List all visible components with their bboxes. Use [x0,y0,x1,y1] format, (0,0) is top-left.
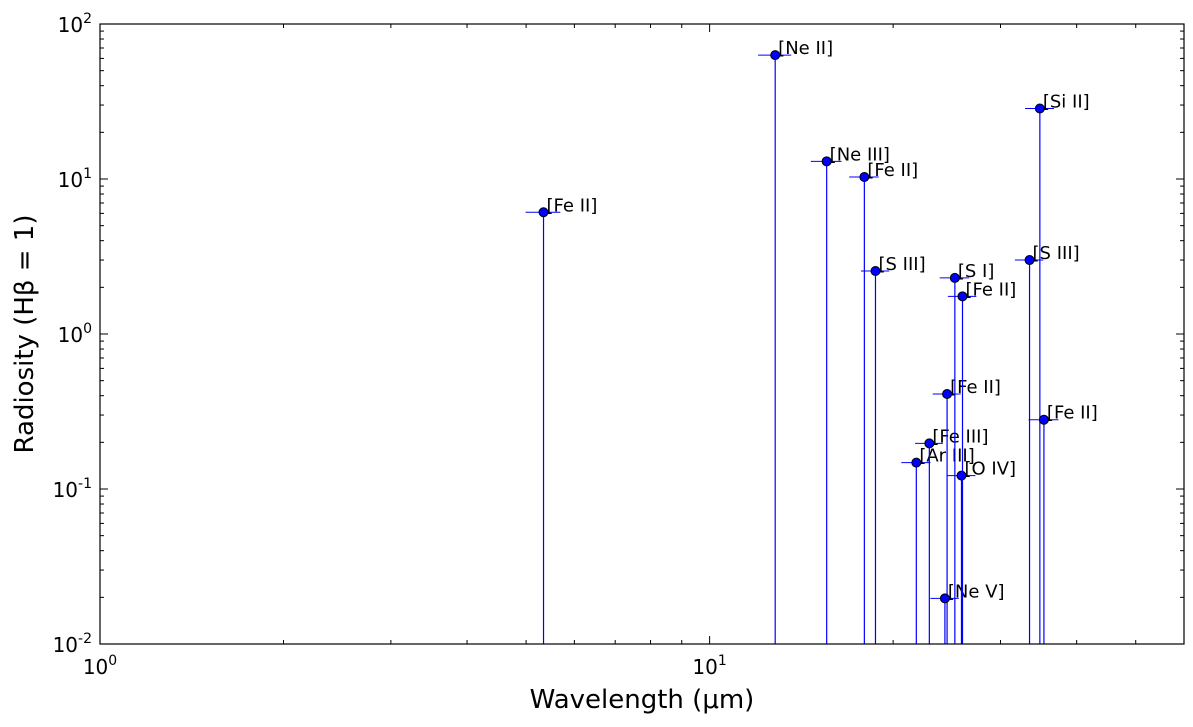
point-label: [Fe II] [1047,403,1098,424]
point-label: [Fe II] [867,160,918,181]
y-tick-label: 102 [58,11,92,37]
point-label: [S I] [958,261,995,282]
data-point [942,389,953,400]
axis-ticks: 100 101 10-2 10-1 100 101 102 [53,11,1185,679]
y-tick-label: 10-2 [53,631,92,657]
point-label: [Fe II] [547,195,598,216]
point-label: [Fe II] [950,377,1001,398]
point-label: [Ne V] [948,581,1005,602]
data-point [949,272,960,283]
plot-frame [99,23,1185,645]
data-point [1034,103,1045,114]
data-point [1038,414,1049,425]
data-point [538,207,549,218]
plot-area: [Fe II][Ne II][Ne III][Fe II][S III][Ar … [525,38,1098,644]
data-point [821,156,832,167]
data-point [1024,255,1035,266]
data-point [859,172,870,183]
point-label: [S III] [1033,243,1080,264]
data-point [957,291,968,302]
point-label: [Ne III] [830,144,890,165]
data-point [956,470,967,481]
x-tick-label: 101 [692,653,726,679]
data-point [939,593,950,604]
point-label: [Fe II] [965,279,1016,300]
point-label: [S III] [878,254,925,275]
data-point [770,50,781,61]
data-point [870,265,881,276]
point-label: [Fe III] [932,426,988,447]
y-tick-label: 101 [58,166,92,192]
y-tick-label: 10-1 [53,476,92,502]
point-label: [Si II] [1043,91,1090,112]
point-label: [Ne II] [778,38,833,59]
data-point [924,438,935,449]
data-point [911,457,922,468]
x-tick-label: 100 [83,653,117,679]
y-tick-label: 100 [58,321,92,347]
x-axis-label: Wavelength (μm) [530,685,755,715]
point-label: [O IV] [964,459,1016,480]
y-axis-label: Radiosity (Hβ = 1) [10,215,40,454]
